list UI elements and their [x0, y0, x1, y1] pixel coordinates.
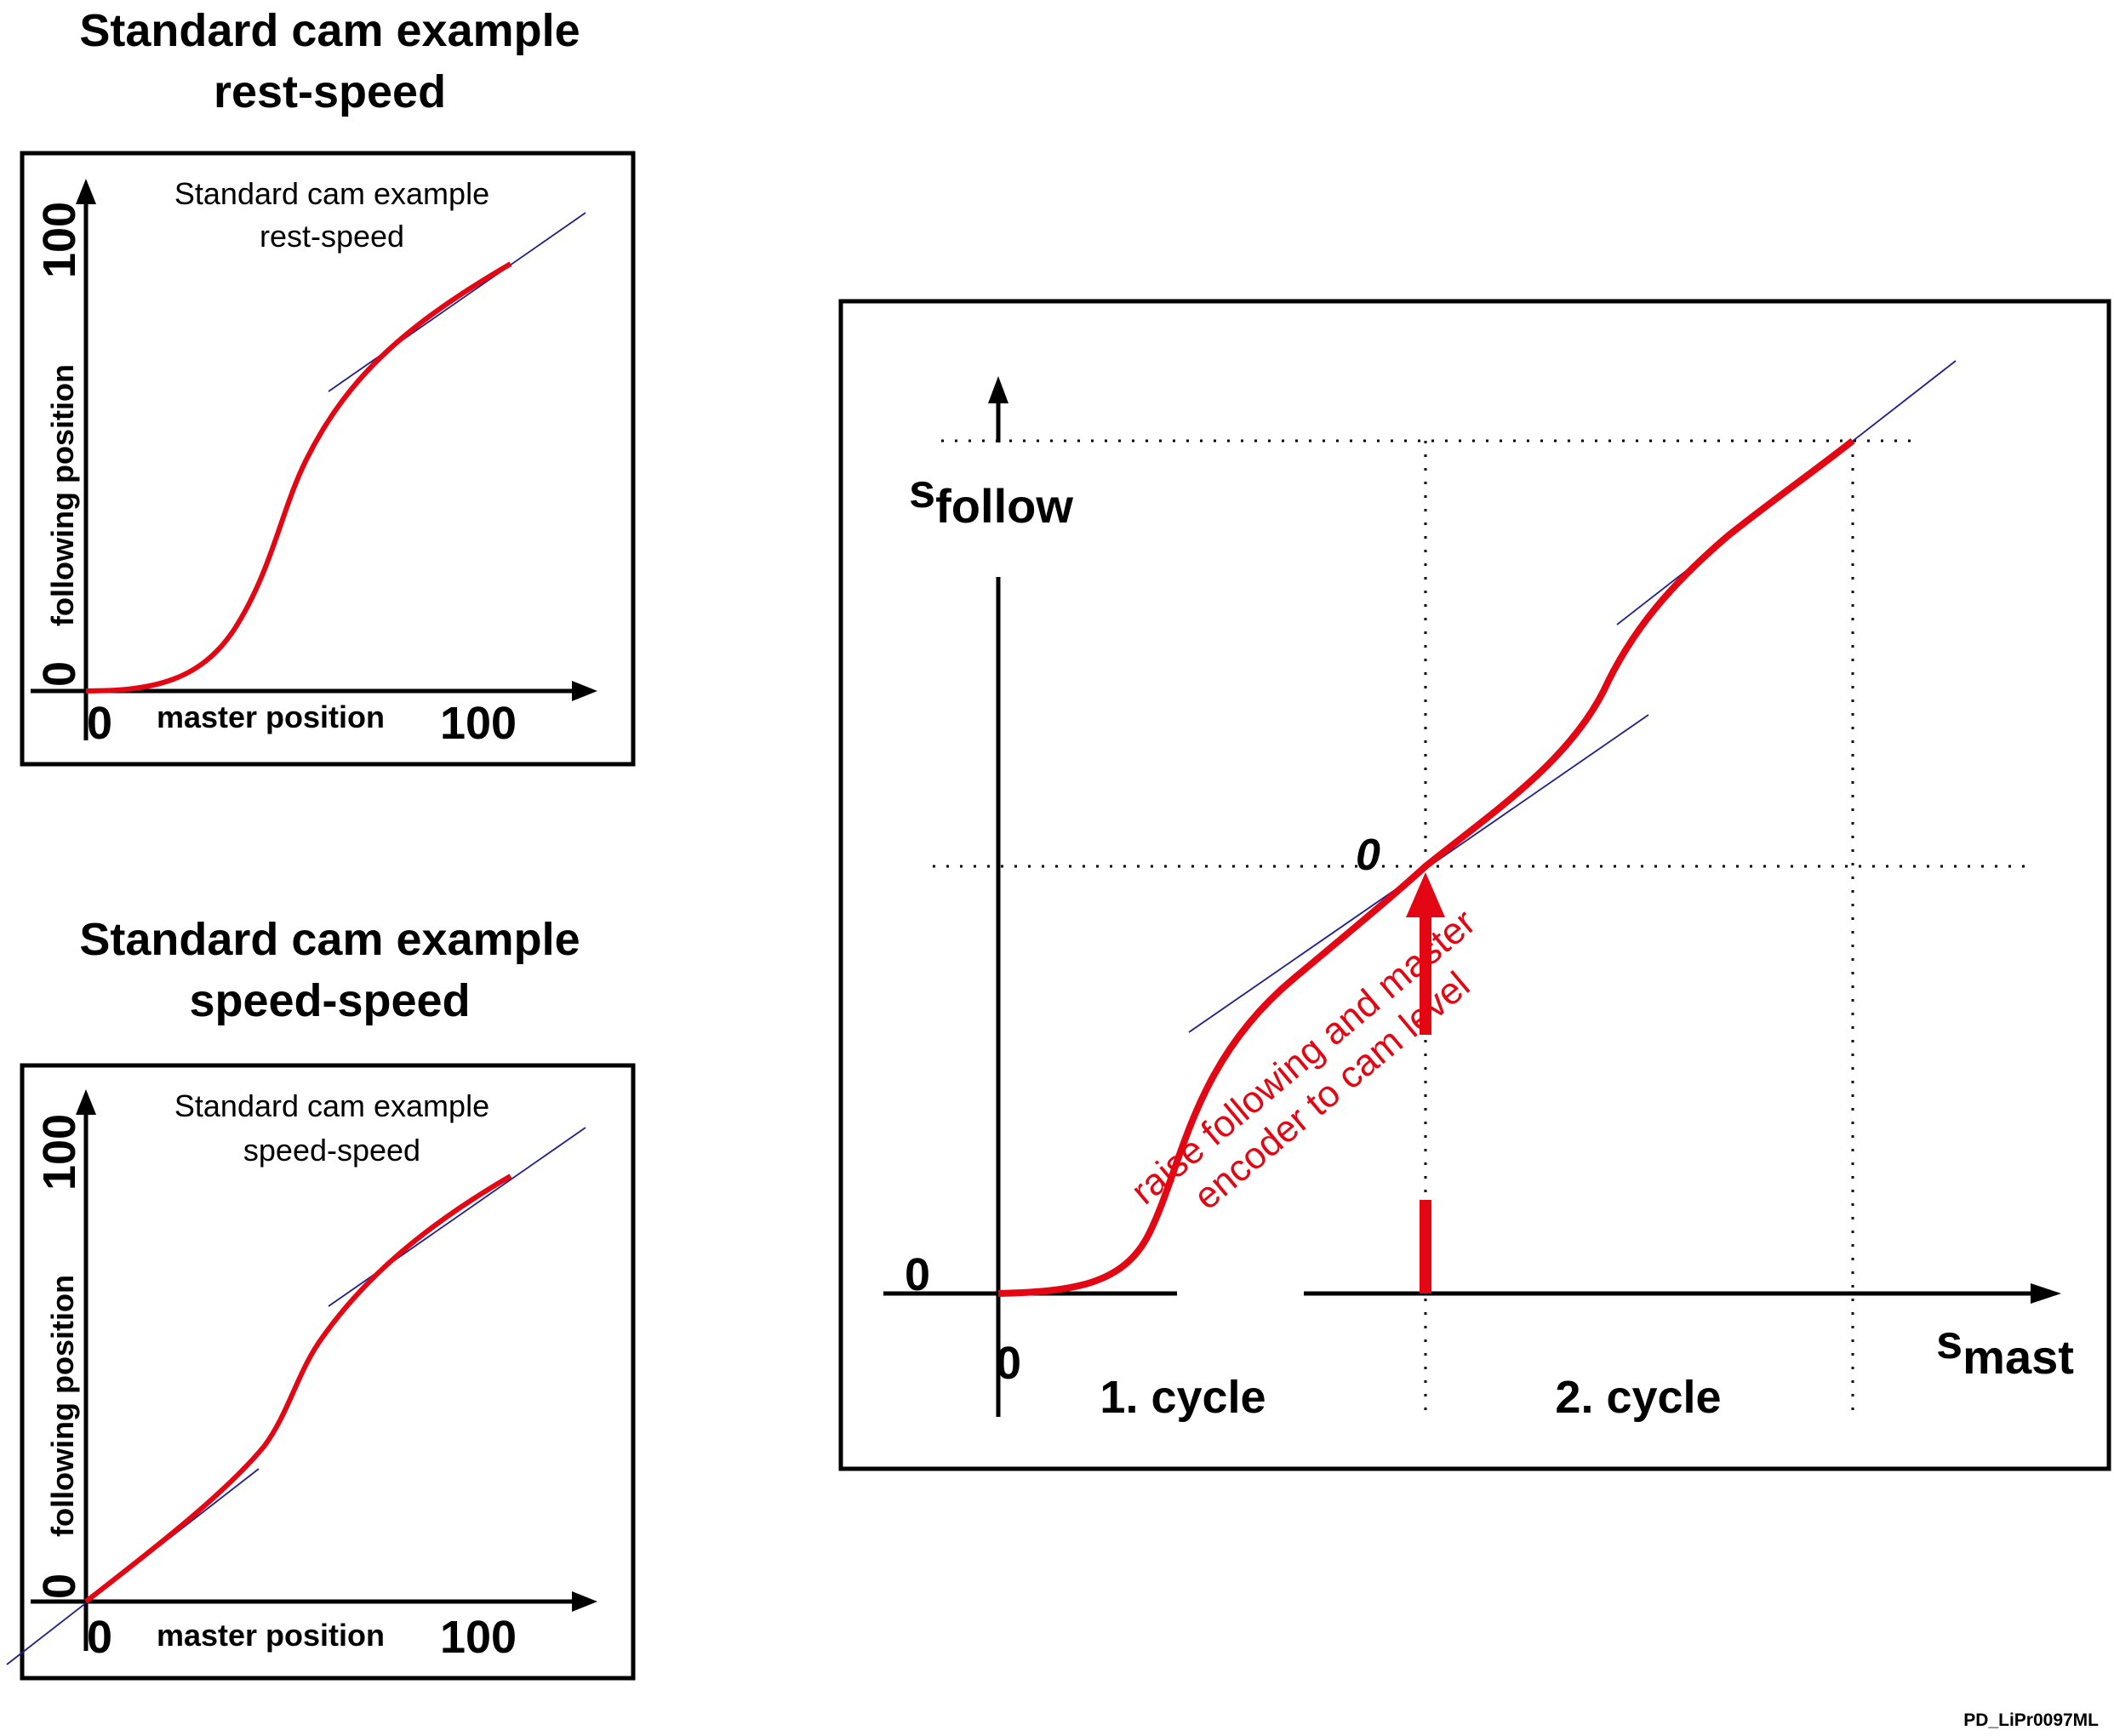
plot-rest-speed-frame [20, 151, 636, 767]
main-reference-grid [933, 439, 2030, 1419]
plot-speed-speed-curve [84, 1174, 512, 1604]
plot-speed-speed-y-arrow [76, 1089, 96, 1115]
figure-code: PD_LiPr0097ML [1963, 1710, 2099, 1730]
plot-speed-speed-y-label: following position [45, 1275, 80, 1537]
plot-speed-speed-x-tick-0: 0 [87, 1612, 112, 1663]
plot-rest-speed-x-arrow [572, 681, 597, 701]
main-x-axis-symbol: s [1936, 1315, 1963, 1368]
plot-speed-speed-y-tick-0: 0 [34, 1573, 85, 1599]
plot-speed-speed-x-tick-100: 100 [440, 1612, 517, 1663]
main-origin-y-label: 0 [905, 1249, 930, 1300]
plot-speed-speed: Standard cam example speed-speed master … [6, 1063, 636, 1681]
main-annotation-line1: raise following and master [1123, 901, 1483, 1213]
plot-speed-speed-x-label: master position [157, 1618, 385, 1653]
main-y-axis-label: sfollow [909, 464, 1073, 533]
main-y-axis-subscript: follow [935, 479, 1073, 533]
main-x-axis-label: smast [1936, 1315, 2074, 1384]
plot-speed-speed-caption-line2: speed-speed [243, 1133, 420, 1168]
main-cycle-1-label: 1. cycle [1100, 1372, 1266, 1423]
plot-rest-speed-tangent [328, 212, 586, 392]
heading-rest-speed-line1: Standard cam example [79, 5, 580, 56]
heading-rest-speed-line2: rest-speed [213, 66, 447, 117]
main-diagram-frame [838, 299, 2111, 1471]
main-x-axis-subscript: mast [1963, 1330, 2074, 1384]
main-origin-x-label: 0 [996, 1338, 1021, 1389]
plot-rest-speed-y-arrow [76, 179, 96, 204]
heading-rest-speed: Standard cam example rest-speed [17, 0, 643, 123]
plot-speed-speed-y-tick-100: 100 [34, 1114, 85, 1191]
main-raise-arrow-base [1420, 1200, 1431, 1293]
main-x-axis-arrow [2031, 1283, 2061, 1304]
plot-rest-speed-x-tick-100: 100 [440, 698, 517, 749]
main-cam-level-label: 0 [1356, 831, 1380, 880]
main-cam-curve [997, 437, 1855, 1297]
plot-speed-speed-caption-line1: Standard cam example [174, 1088, 489, 1123]
heading-speed-speed: Standard cam example speed-speed [17, 909, 643, 1031]
heading-speed-speed-line1: Standard cam example [79, 914, 580, 965]
main-y-axis-arrow [988, 376, 1008, 403]
plot-rest-speed-curve [85, 261, 512, 694]
plot-rest-speed-x-tick-0: 0 [87, 698, 112, 749]
plot-rest-speed-caption-line1: Standard cam example [174, 176, 489, 211]
plot-speed-speed-x-arrow [572, 1591, 597, 1612]
plot-speed-speed-frame [20, 1063, 636, 1681]
plot-rest-speed-caption-line2: rest-speed [260, 219, 404, 254]
main-annotation: raise following and master encoder to ca… [1123, 901, 1483, 1218]
plot-rest-speed-y-tick-0: 0 [34, 661, 85, 687]
main-y-axis-symbol: s [909, 464, 935, 517]
main-diagram: raise following and master encoder to ca… [838, 299, 2111, 1471]
main-cycle-2-label: 2. cycle [1555, 1372, 1721, 1423]
plot-rest-speed-y-tick-100: 100 [34, 202, 85, 278]
plot-rest-speed-x-label: master position [157, 700, 385, 734]
plot-rest-speed: Standard cam example rest-speed master p… [20, 151, 636, 767]
main-raise-arrow-shaft [1420, 909, 1431, 1035]
main-raise-arrow-head [1406, 872, 1445, 917]
plot-rest-speed-y-label: following position [45, 364, 80, 626]
heading-speed-speed-line2: speed-speed [189, 975, 471, 1026]
